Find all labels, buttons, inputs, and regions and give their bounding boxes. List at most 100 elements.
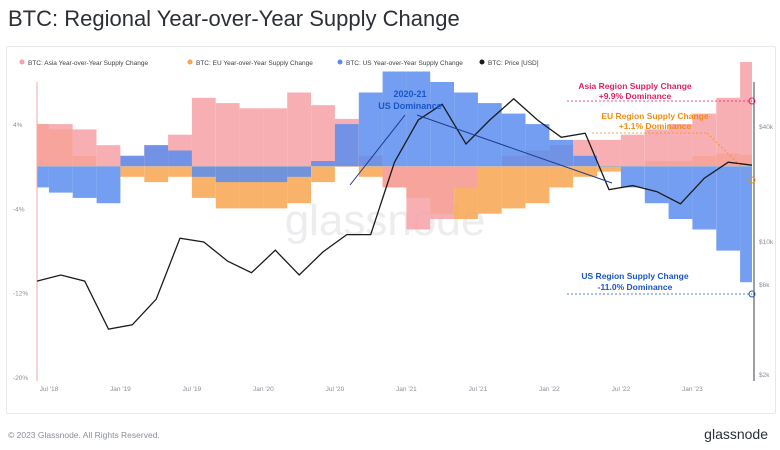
area-bar bbox=[597, 166, 621, 172]
legend-swatch bbox=[19, 59, 25, 65]
annotation-eu-text: +1.1% Dominance bbox=[619, 121, 692, 131]
x-tick-label: Jan '19 bbox=[110, 386, 131, 393]
area-bar bbox=[72, 129, 97, 167]
annotation-asia-marker bbox=[748, 97, 756, 105]
legend-item[interactable]: BTC: Price [USD] bbox=[479, 59, 539, 68]
area-bar bbox=[740, 166, 752, 283]
area-bar bbox=[430, 166, 454, 219]
annotation-us-marker bbox=[748, 290, 756, 298]
area-bar bbox=[358, 92, 383, 167]
area-bar bbox=[120, 166, 145, 177]
area-bar bbox=[668, 166, 693, 219]
legend-label: BTC: EU Year-over-Year Supply Change bbox=[196, 60, 313, 67]
area-bar bbox=[525, 166, 550, 204]
area-bar bbox=[168, 166, 192, 177]
area-bar bbox=[287, 166, 311, 177]
annotation-arrow-right bbox=[416, 114, 613, 184]
area-bar bbox=[358, 166, 383, 177]
area-bar bbox=[716, 166, 741, 251]
x-tick-label: Jul '19 bbox=[183, 386, 202, 393]
area-bar bbox=[692, 113, 717, 167]
area-bar bbox=[239, 166, 264, 183]
series-area-us bbox=[37, 71, 752, 283]
legend-swatch bbox=[337, 59, 343, 65]
annotation-eu-title: EU Region Supply Change bbox=[601, 111, 708, 121]
area-bar bbox=[716, 97, 741, 167]
area-bar bbox=[168, 150, 192, 167]
area-bar bbox=[215, 166, 240, 183]
area-bar bbox=[668, 124, 693, 167]
annotation-us-dominance-text: US Dominance bbox=[378, 101, 442, 111]
annotation-us-text: -11.0% Dominance bbox=[598, 282, 673, 292]
area-bar bbox=[501, 166, 526, 209]
area-bar bbox=[311, 166, 335, 183]
area-bar bbox=[620, 134, 645, 167]
legend-item[interactable]: BTC: Asia Year-over-Year Supply Change bbox=[19, 59, 149, 68]
brand-logo: glassnode bbox=[704, 426, 768, 442]
y-right-tick-label: $2k bbox=[759, 372, 770, 379]
area-bar bbox=[96, 166, 121, 204]
legend-swatch bbox=[479, 59, 485, 65]
x-tick-label: Jan '21 bbox=[396, 386, 417, 393]
area-bar bbox=[72, 166, 97, 198]
area-bar bbox=[191, 166, 216, 177]
area-bar bbox=[120, 155, 145, 167]
area-bar bbox=[311, 105, 335, 167]
area-bar bbox=[96, 145, 121, 167]
legend-label: BTC: Price [USD] bbox=[488, 60, 539, 67]
area-bar bbox=[382, 166, 407, 188]
annotation-us-title: US Region Supply Change bbox=[581, 271, 688, 281]
area-bar bbox=[382, 71, 407, 167]
area-bar bbox=[501, 113, 526, 167]
y-left-tick-label: -20% bbox=[13, 375, 28, 382]
price-line bbox=[36, 97, 753, 330]
y-right-tick-label: $10k bbox=[759, 239, 774, 246]
x-tick-label: Jul '22 bbox=[612, 386, 631, 393]
x-tick-label: Jan '20 bbox=[253, 386, 274, 393]
footer-copyright: © 2023 Glassnode. All Rights Reserved. bbox=[8, 430, 160, 440]
x-tick-label: Jul '21 bbox=[469, 386, 488, 393]
annotation-eu-connector bbox=[706, 132, 753, 178]
y-left-tick-label: 4% bbox=[13, 122, 23, 129]
area-bar bbox=[644, 129, 669, 167]
x-tick-label: Jan '22 bbox=[539, 386, 560, 393]
area-bar bbox=[406, 71, 431, 167]
chart: glassnode 4%-4%-12%-20%$40k$10k$6k$2kJul… bbox=[13, 59, 774, 393]
area-bar bbox=[740, 62, 752, 167]
area-bar bbox=[620, 166, 645, 188]
area-bar bbox=[144, 145, 169, 167]
chart-card: glassnode 4% -4% -12% -20% $40k $10k $6k $2k Jul… bbox=[6, 46, 776, 414]
y-right-tick-label: $6k bbox=[759, 282, 770, 289]
area-bar bbox=[573, 166, 598, 177]
y-left-tick-label: -12% bbox=[13, 291, 28, 298]
area-bar bbox=[549, 139, 574, 167]
area-bar bbox=[477, 103, 502, 167]
annotation-eu-marker bbox=[748, 176, 756, 184]
x-tick-label: Jan '23 bbox=[682, 386, 703, 393]
legend-swatch bbox=[187, 59, 193, 65]
area-bar bbox=[287, 92, 311, 167]
area-bar bbox=[477, 166, 502, 214]
area-bar bbox=[525, 124, 550, 167]
x-tick-label: Jul '18 bbox=[40, 386, 59, 393]
area-bar bbox=[37, 124, 49, 167]
area-bar bbox=[549, 166, 574, 188]
annotation-asia-text: +9.9% Dominance bbox=[599, 91, 672, 101]
area-bar bbox=[573, 155, 598, 167]
area-bar bbox=[597, 139, 621, 167]
area-bar bbox=[263, 166, 288, 183]
annotation-asia-title: Asia Region Supply Change bbox=[578, 81, 692, 91]
area-bar bbox=[191, 97, 216, 167]
area-bar bbox=[454, 166, 478, 188]
legend-item[interactable]: BTC: US Year-over-Year Supply Change bbox=[337, 59, 464, 68]
legend-item[interactable]: BTC: EU Year-over-Year Supply Change bbox=[187, 59, 314, 68]
area-bar bbox=[263, 108, 288, 167]
x-tick-label: Jul '20 bbox=[326, 386, 345, 393]
page-title: BTC: Regional Year-over-Year Supply Chan… bbox=[8, 6, 460, 31]
area-bar bbox=[48, 124, 73, 167]
area-bar bbox=[239, 108, 264, 167]
area-bar bbox=[334, 124, 359, 167]
area-bar bbox=[692, 166, 717, 230]
area-bar bbox=[144, 166, 169, 183]
legend-label: BTC: Asia Year-over-Year Supply Change bbox=[28, 60, 148, 67]
